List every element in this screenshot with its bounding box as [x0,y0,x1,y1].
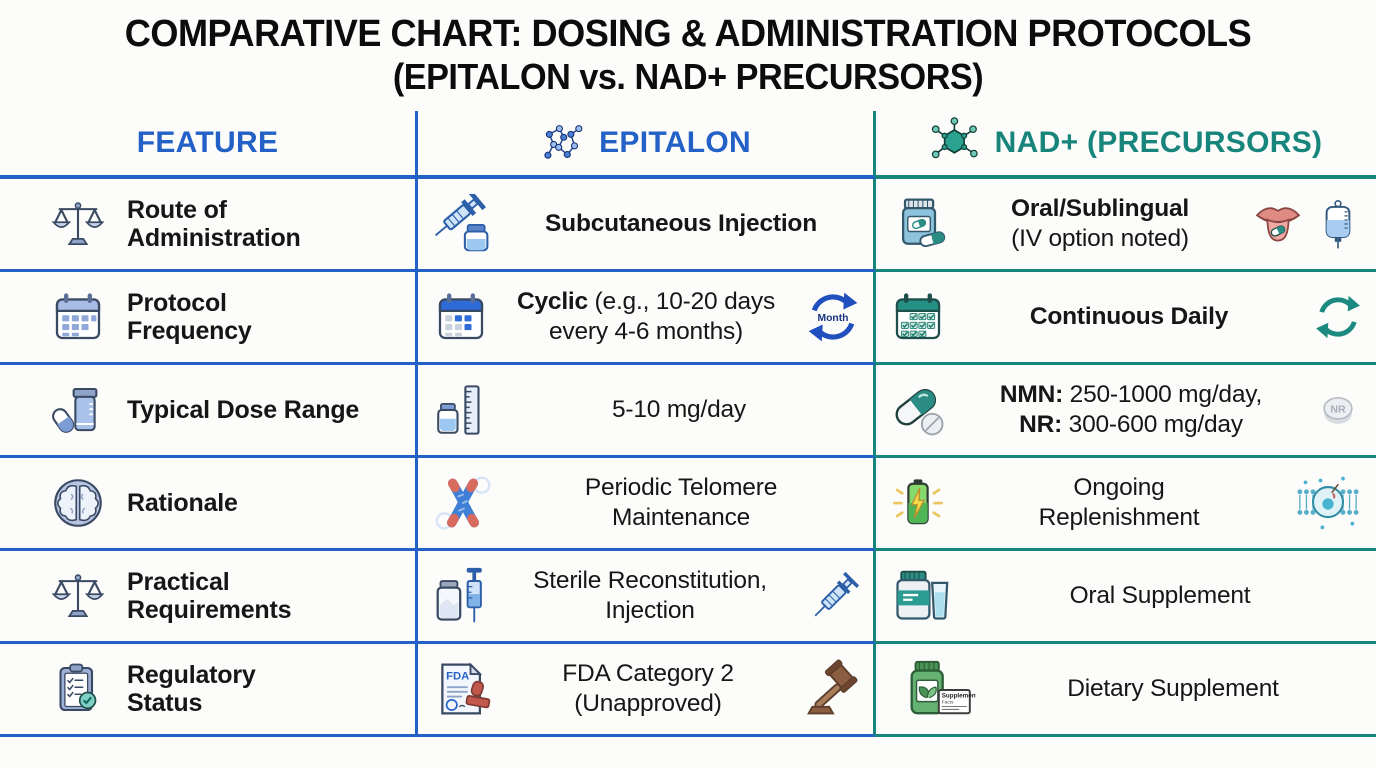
feature-cell: Regulatory Status [0,644,418,738]
calendar-icon [50,289,106,345]
nad-value: NMN: 250-1000 mg/day, NR: 300-600 mg/day [999,381,1263,439]
header-nad: NAD+ (PRECURSORS) [876,111,1376,180]
nad-value: Continuous Daily [1029,303,1229,331]
chromosome-icon [433,473,493,533]
pill-bottle-icon [50,382,106,438]
epitalon-value: Sterile Reconstitution, Injection [533,567,767,625]
fda-document-icon: FDA [433,659,493,719]
table-row-frequency: Protocol Frequency Cyclic (e.g., 10-20 d… [0,272,1376,366]
feature-label: Regulatory Status [127,660,256,718]
balance-scale-icon [50,568,106,624]
svg-text:Month: Month [818,313,849,324]
nad-value: Oral Supplement [1069,582,1251,610]
feature-label: Route of Administration [127,195,301,253]
tongue-pill-icon [1250,196,1306,252]
epitalon-cell: Cyclic (e.g., 10-20 days every 4-6 month… [418,272,876,366]
header-epitalon: EPITALON [418,111,876,180]
clipboard-check-icon [50,661,106,717]
table-row-practical: Practical Requirements Sterile Reconstit… [0,551,1376,645]
page-title-line2: (EPITALON vs. NAD+ PRECURSORS) [392,56,984,98]
cell-membrane-icon [1292,473,1364,533]
nad-value: Dietary Supplement [1067,675,1279,703]
supplement-glass-icon [890,566,950,626]
nr-tablet-icon: NR [1312,384,1364,436]
epitalon-cell: Subcutaneous Injection [418,179,876,273]
nad-cell: Continuous Daily [876,272,1376,366]
nad-cell: Oral Supplement [876,551,1376,645]
comparison-table: FEATURE EPITALON NAD+ (PRECURSORS) Route… [0,111,1376,738]
month-cycle-icon: Month [803,287,863,347]
table-row-regulatory: Regulatory Status FDA FDA Category 2 (Un… [0,644,1376,738]
nad-cell: Supplement Facts Dietary Supplement [876,644,1376,738]
epitalon-cell: FDA FDA Category 2 (Unapproved) [418,644,876,738]
calendar-cyclic-icon [433,289,489,345]
feature-label: Protocol Frequency [127,288,252,346]
feature-cell: Route of Administration [0,179,418,273]
nad-cell: Ongoing Replenishment [876,458,1376,552]
page-title-line1: COMPARATIVE CHART: DOSING & ADMINISTRATI… [124,13,1252,55]
iv-bag-icon [1312,198,1364,250]
table-row-dose: Typical Dose Range 5-10 mg/day NMN: 250-… [0,365,1376,459]
svg-text:FDA: FDA [446,671,469,683]
table-row-rationale: Rationale Periodic Telomere Maintenance … [0,458,1376,552]
feature-cell: Protocol Frequency [0,272,418,366]
feature-label: Typical Dose Range [127,395,360,424]
epitalon-cell: Sterile Reconstitution, Injection [418,551,876,645]
feature-cell: Typical Dose Range [0,365,418,459]
nad-value: Oral/Sublingual (IV option noted) [1010,195,1190,253]
battery-icon [890,475,946,531]
epitalon-cell: Periodic Telomere Maintenance [418,458,876,552]
nad-cell: NMN: 250-1000 mg/day, NR: 300-600 mg/day… [876,365,1376,459]
header-feature-label: FEATURE [136,126,279,160]
epitalon-value: 5-10 mg/day [612,396,746,424]
epitalon-value: FDA Category 2 (Unapproved) [562,660,734,718]
table-header-row: FEATURE EPITALON NAD+ (PRECURSORS) [0,111,1376,180]
page-title: COMPARATIVE CHART: DOSING & ADMINISTRATI… [0,0,1376,97]
calendar-checks-icon [890,289,946,345]
feature-label: Rationale [127,488,238,517]
svg-text:NR: NR [1330,404,1346,416]
epitalon-value: Periodic Telomere Maintenance [584,474,778,532]
header-feature: FEATURE [0,111,418,180]
feature-cell: Practical Requirements [0,551,418,645]
svg-text:Facts: Facts [942,700,954,706]
brain-icon [50,475,106,531]
syringe-vial-icon [433,194,493,254]
svg-text:Supplement: Supplement [942,693,976,700]
epitalon-value: Cyclic (e.g., 10-20 days every 4-6 month… [516,288,776,346]
syringe-icon [807,568,863,624]
nad-cell: Oral/Sublingual (IV option noted) [876,179,1376,273]
header-epitalon-label: EPITALON [599,126,751,160]
molecule-blue-icon [540,120,586,166]
balance-scale-icon [50,196,106,252]
pill-jar-icon [890,194,950,254]
table-row-route: Route of Administration Subcutaneous Inj… [0,179,1376,273]
feature-cell: Rationale [0,458,418,552]
feature-label: Practical Requirements [127,567,292,625]
epitalon-cell: 5-10 mg/day [418,365,876,459]
gavel-icon [803,659,863,719]
header-nad-label: NAD+ (PRECURSORS) [994,126,1323,160]
capsule-tablet-icon [890,380,950,440]
vial-ruler-icon [433,382,489,438]
epitalon-value: Subcutaneous Injection [545,210,817,238]
cycle-arrows-icon [1312,291,1364,343]
vial-syringe-icon [433,566,493,626]
supplement-bottle-icon: Supplement Facts [890,658,976,720]
nad-value: Ongoing Replenishment [1038,474,1200,532]
molecule-teal-icon [930,117,982,169]
